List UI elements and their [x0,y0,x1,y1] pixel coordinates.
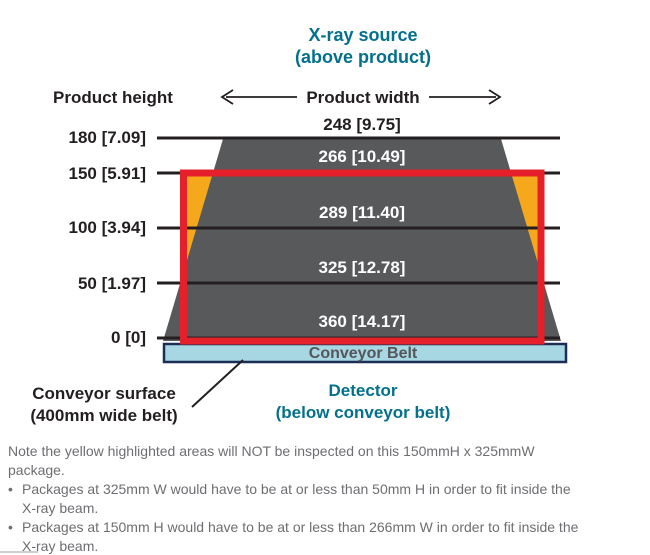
detector-caption: Detector [329,381,398,400]
xray-source-subtitle: (above product) [295,47,431,67]
bullet-icon: • [8,481,13,497]
width-arrow-left-icon [220,89,234,105]
product-height-label: Product height [53,88,173,107]
note-bullet-1-text: Packages at 325mm W would have to be at … [22,481,571,516]
height-tick-180: 180 [7.09] [69,128,147,147]
package-outline [180,169,545,345]
note-intro: Note the yellow highlighted areas will N… [8,443,535,478]
beam-width-at-100: 289 [11.40] [319,203,405,222]
note-bullet-2-text: Packages at 150mm H would have to be at … [22,519,579,554]
conveyor-surface-subcaption: (400mm wide belt) [30,406,177,425]
bullet-icon: • [8,519,13,535]
detector-subcaption: (below conveyor belt) [276,403,451,422]
product-width-label: Product width [306,88,419,107]
bottom-divider [0,551,38,553]
note-bullet-1: • Packages at 325mm W would have to be a… [8,480,644,518]
height-tick-0: 0 [0] [111,328,146,347]
note-block: Note the yellow highlighted areas will N… [8,442,644,555]
beam-width-at-180: 248 [9.75] [323,115,401,134]
note-bullet-2: • Packages at 150mm H would have to be a… [8,518,644,555]
conveyor-belt-label: Conveyor Belt [309,345,418,362]
xray-source-title: X-ray source [308,25,417,45]
beam-width-at-50: 325 [12.78] [319,258,406,277]
xray-beam-shape [163,139,561,341]
beam-width-at-0: 360 [14.17] [319,312,406,331]
height-tick-50: 50 [1.97] [78,274,146,293]
height-tick-100: 100 [3.94] [69,218,147,237]
beam-width-at-150: 266 [10.49] [319,147,406,166]
width-arrow-right-icon [488,89,502,105]
conveyor-surface-caption: Conveyor surface [32,384,176,403]
beam-geometry-diagram: Conveyor Belt X-ray source (above produc… [30,25,568,425]
conveyor-pointer-line [191,359,244,408]
height-tick-150: 150 [5.91] [69,164,147,183]
